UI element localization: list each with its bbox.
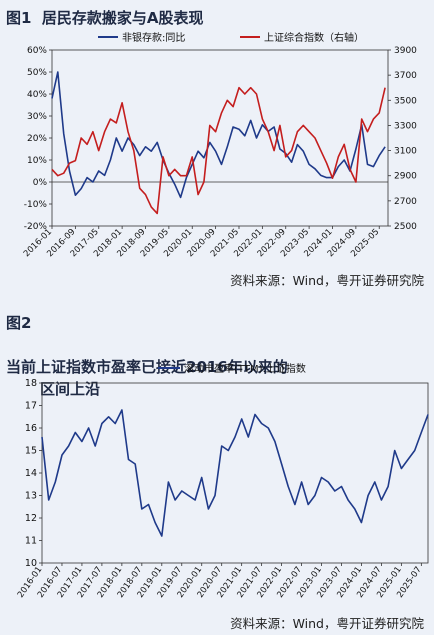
figure2-title-line2: 区间上沿	[40, 380, 101, 398]
y-right-tick-label: 2700	[394, 197, 417, 207]
legend-label: 非银存款:同比	[122, 31, 185, 44]
figure2-title-text-1: 当前上证指数市盈率已接近2016年以来的	[6, 358, 288, 376]
y-right-tick-label: 3100	[394, 147, 417, 157]
figure1-number: 图1	[6, 9, 32, 27]
y-left-tick-label: 40%	[27, 90, 47, 100]
y-left-tick-label: 20%	[27, 134, 47, 144]
y-tick-label: 16	[25, 423, 37, 434]
y-tick-label: 11	[25, 536, 37, 547]
legend-label: 滚动市盈率(TTM):上证指数	[184, 362, 306, 375]
y-right-tick-label: 3900	[394, 46, 417, 56]
figure1-title: 图1 居民存款搬家与A股表现	[6, 7, 204, 28]
y-right-tick-label: 2900	[394, 172, 417, 182]
y-tick-label: 14	[25, 468, 37, 479]
figure2-title-line1: 图2 当前上证指数市盈率已接近2016年以来的	[6, 312, 426, 378]
y-right-tick-label: 3500	[394, 96, 417, 106]
y-tick-label: 15	[25, 446, 37, 457]
sse-index-line	[51, 86, 386, 215]
y-left-tick-label: 60%	[27, 46, 47, 56]
y-left-tick-label: -20%	[24, 222, 48, 232]
figure2-title: 图2 当前上证指数市盈率已接近2016年以来的 区间上沿	[6, 312, 426, 400]
y-right-tick-label: 3700	[394, 71, 417, 81]
deposit-yoy-line	[51, 71, 386, 199]
figure1-title-text: 居民存款搬家与A股表现	[41, 9, 204, 27]
y-left-tick-label: -10%	[24, 200, 48, 210]
pe-ttm-line	[41, 409, 429, 537]
y-tick-label: 12	[25, 513, 37, 524]
y-left-tick-label: 0%	[33, 178, 48, 188]
y-tick-label: 18	[25, 378, 37, 389]
y-right-tick-label: 3300	[394, 121, 417, 131]
y-tick-label: 17	[25, 401, 37, 412]
y-left-tick-label: 30%	[27, 112, 47, 122]
y-left-tick-label: 50%	[27, 68, 47, 78]
figure2-number: 图2	[6, 314, 32, 332]
y-tick-label: 10	[25, 558, 37, 569]
y-left-tick-label: 10%	[27, 156, 47, 166]
chart2: 1011121314151617182016-012016-072017-012…	[16, 362, 429, 600]
y-tick-label: 13	[25, 491, 37, 502]
plot-frame	[41, 382, 429, 564]
figure2-source: 资料来源：Wind，粤开证券研究院	[230, 616, 424, 631]
figure1-source: 资料来源：Wind，粤开证券研究院	[230, 273, 424, 288]
legend-label: 上证综合指数（右轴）	[264, 31, 364, 44]
y-right-tick-label: 2500	[394, 222, 417, 232]
chart1: -20% -10% 0% 10% 20% 30% 40% 50% 60% 2500 2700 2900…	[22, 31, 417, 259]
